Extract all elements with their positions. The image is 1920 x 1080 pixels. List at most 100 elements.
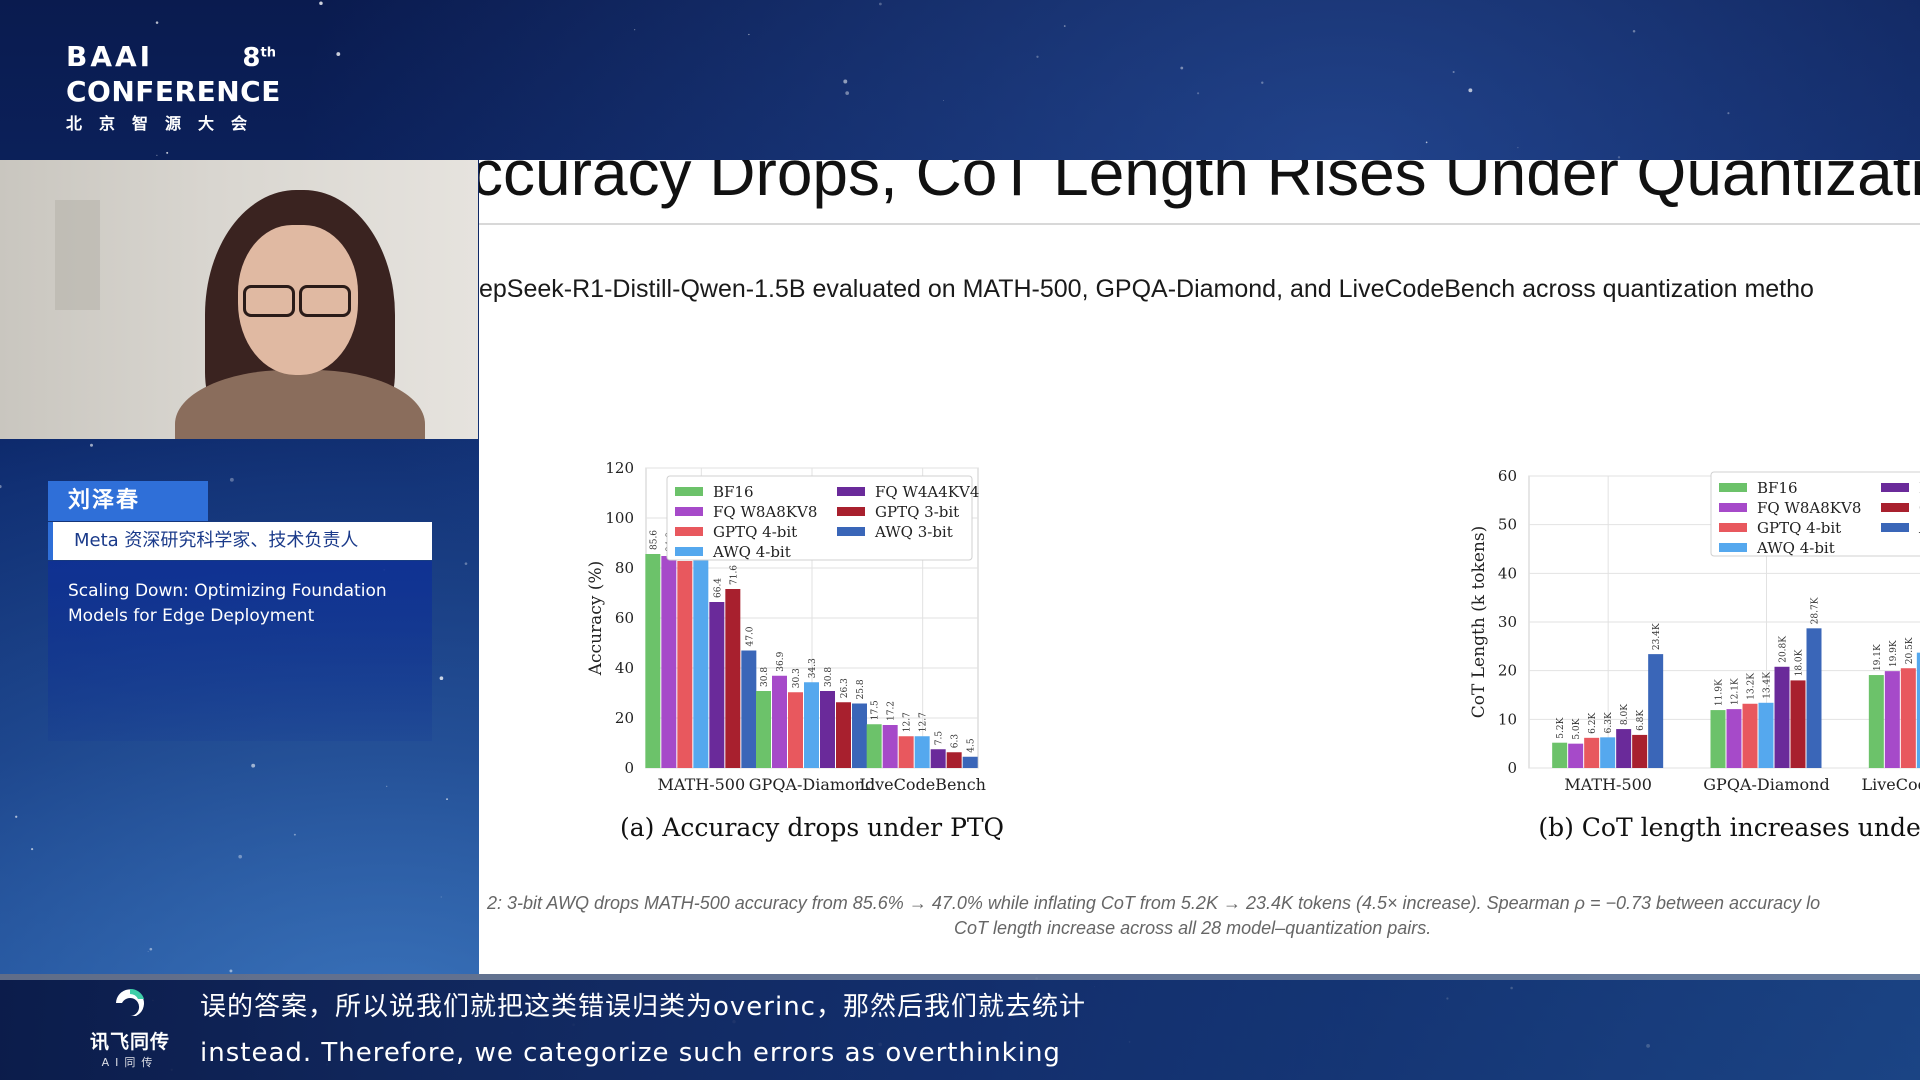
bar	[1552, 743, 1567, 768]
bar	[1727, 709, 1742, 768]
bar	[804, 682, 819, 768]
legend-label: GPTQ 4-bit	[1757, 519, 1841, 537]
x-tick-label: LiveCodeBench	[1862, 775, 1920, 794]
y-tick-label: 30	[1498, 613, 1517, 631]
logo-baai-text: BAAI	[66, 40, 153, 73]
bar	[1584, 738, 1599, 768]
legend-swatch	[837, 487, 865, 496]
cot-length-chart: 0 10 20 30 40 50 60 5.2K 5.0K 6.2K 6.3K 8.0K 6.8K 23.…	[1179, 360, 1920, 880]
edition-suffix: th	[261, 45, 276, 60]
y-tick-label: 40	[1498, 564, 1517, 582]
y-tick-label: 80	[615, 559, 634, 577]
data-label: 30.3	[792, 668, 802, 688]
data-label: 26.3	[840, 678, 850, 698]
x-tick-label: MATH-500	[658, 775, 746, 794]
data-label: 8.0K	[1620, 704, 1630, 725]
data-label: 12.7	[903, 712, 913, 732]
subtitle-english: instead. Therefore, we categorize such e…	[200, 1038, 1061, 1068]
bar	[788, 692, 803, 768]
bar	[867, 724, 882, 768]
speaker-title: Meta 资深研究科学家、技术负责人	[48, 522, 432, 560]
bar	[677, 561, 692, 768]
y-tick-label: 20	[1498, 662, 1517, 680]
legend-label: BF16	[713, 483, 754, 501]
data-label: 30.8	[760, 667, 770, 687]
bar	[1791, 680, 1806, 768]
bar	[915, 736, 930, 768]
bar	[756, 691, 771, 768]
glasses-right-lens	[299, 285, 351, 317]
logo-conference-text: CONFERENCE	[66, 75, 276, 108]
legend-swatch	[675, 487, 703, 496]
subtitle-separator	[0, 974, 1920, 980]
bar	[1807, 628, 1822, 768]
legend-swatch	[1719, 543, 1747, 552]
bar	[1901, 668, 1916, 768]
data-label: 4.5	[967, 738, 977, 753]
y-tick-label: 120	[605, 459, 634, 477]
legend-swatch	[1719, 503, 1747, 512]
x-tick-label: GPQA-Diamond	[1703, 775, 1829, 794]
data-label: 20.5K	[1905, 637, 1915, 664]
legend-swatch	[1881, 503, 1909, 512]
figure-caption-line-1: 2: 3-bit AWQ drops MATH-500 accuracy fro…	[487, 893, 1820, 914]
talk-title-line-2: Models for Edge Deployment	[68, 604, 412, 629]
x-tick-label: LiveCodeBench	[859, 775, 986, 794]
legend-swatch	[675, 527, 703, 536]
bar	[963, 757, 978, 768]
accuracy-chart: 02040608010012085.684.882.883.066.471.64…	[479, 360, 1199, 880]
legend-label: FQ W8A8KV8	[1757, 499, 1861, 517]
chart-title: (a) Accuracy drops under PTQ	[620, 813, 1004, 842]
legend-label: AWQ 3-bit	[874, 523, 953, 541]
legend-swatch	[1881, 483, 1909, 492]
bar	[661, 556, 676, 768]
bar	[1759, 703, 1774, 768]
data-label: 47.0	[745, 626, 755, 646]
bar	[1869, 675, 1884, 768]
data-label: 6.8K	[1636, 710, 1646, 731]
data-label: 6.3	[951, 734, 961, 749]
bar	[947, 752, 962, 768]
bar	[883, 725, 898, 768]
talk-title-box: Scaling Down: Optimizing Foundation Mode…	[48, 561, 432, 741]
legend-swatch	[837, 507, 865, 516]
data-label: 25.8	[856, 679, 866, 699]
chart-title: (b) CoT length increases under PTQ	[1538, 813, 1920, 842]
data-label: 66.4	[713, 578, 723, 598]
translator-mark-icon	[110, 985, 150, 1019]
data-label: 19.9K	[1889, 640, 1899, 667]
y-tick-label: 60	[615, 609, 634, 627]
data-label: 20.8K	[1779, 636, 1789, 663]
x-tick-label: GPQA-Diamond	[749, 775, 875, 794]
data-label: 36.9	[776, 651, 786, 671]
baai-conference-logo: BAAI 8th CONFERENCE 北京智源大会	[66, 40, 276, 134]
bar	[1648, 654, 1663, 768]
video-background-shelf	[55, 200, 100, 310]
slide-title-rule	[479, 223, 1920, 225]
data-label: 30.8	[824, 667, 834, 687]
x-tick-label: MATH-500	[1564, 775, 1652, 794]
y-tick-label: 0	[624, 759, 634, 777]
slide-subtitle: epSeek-R1-Distill-Qwen-1.5B evaluated on…	[479, 275, 1814, 304]
legend-label: FQ W4A4KV4	[875, 483, 979, 501]
y-tick-label: 20	[615, 709, 634, 727]
y-tick-label: 100	[605, 509, 634, 527]
bar	[820, 691, 835, 768]
data-label: 71.6	[729, 565, 739, 585]
data-label: 12.7	[919, 712, 929, 732]
y-tick-label: 60	[1498, 467, 1517, 485]
data-label: 6.2K	[1588, 713, 1598, 734]
y-tick-label: 0	[1507, 759, 1517, 777]
legend-swatch	[837, 527, 865, 536]
bar	[1568, 744, 1583, 768]
speaker-video	[0, 160, 478, 439]
legend-label: BF16	[1757, 479, 1798, 497]
logo-edition: 8th	[242, 43, 276, 73]
data-label: 19.1K	[1873, 644, 1883, 671]
subtitle-chinese: 误的答案，所以说我们就把这类错误归类为overinc，那然后我们就去统计	[200, 986, 1086, 1023]
y-axis-label: Accuracy (%)	[586, 561, 606, 676]
data-label: 11.9K	[1715, 679, 1725, 706]
legend-label: GPTQ 3-bit	[875, 503, 959, 521]
legend-swatch	[1881, 523, 1909, 532]
translator-logo: 讯飞同传 AI同传	[80, 985, 180, 1070]
